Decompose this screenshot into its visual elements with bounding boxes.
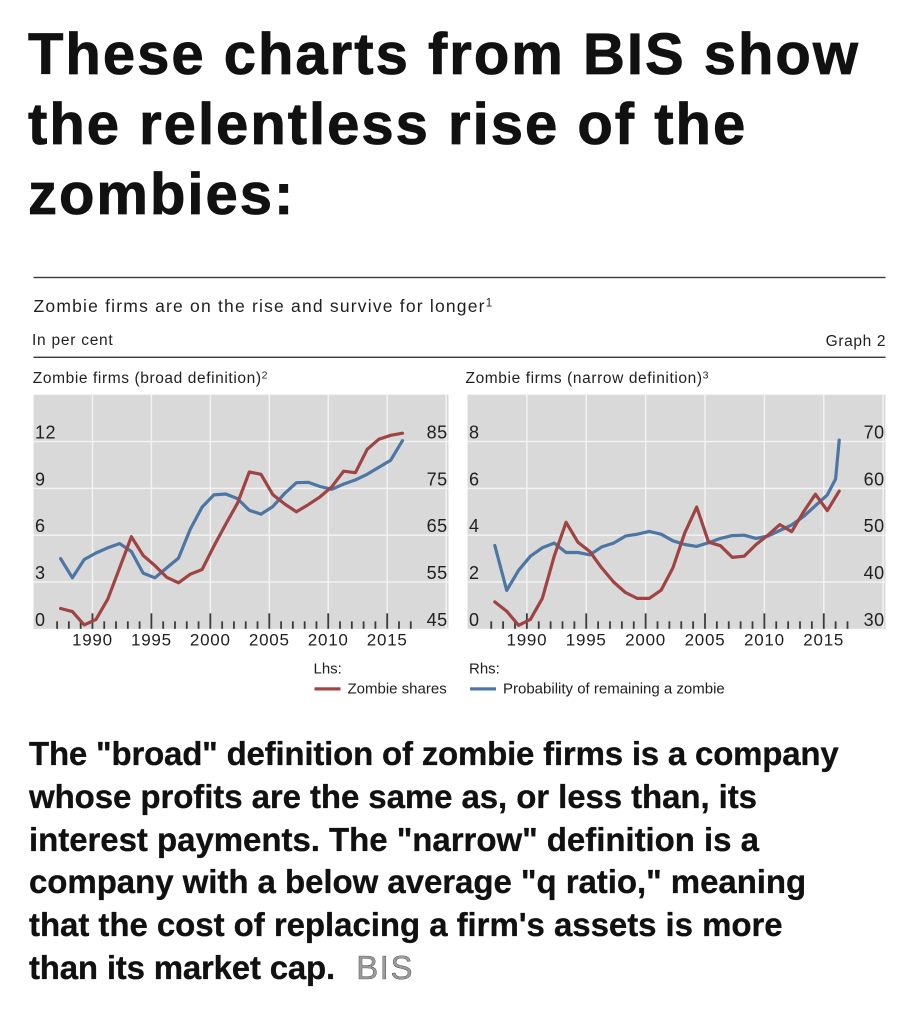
svg-text:2015: 2015	[367, 631, 408, 650]
svg-text:Zombie shares: Zombie shares	[348, 681, 447, 698]
svg-text:Probability of remaining a zom: Probability of remaining a zombie	[503, 681, 725, 698]
svg-text:85: 85	[427, 423, 448, 443]
svg-text:1995: 1995	[566, 631, 607, 650]
svg-text:Rhs:: Rhs:	[469, 661, 500, 678]
svg-text:2005: 2005	[249, 631, 290, 650]
svg-text:Zombie firms (broad definition: Zombie firms (broad definition)2	[33, 370, 268, 388]
svg-text:Lhs:: Lhs:	[314, 661, 342, 678]
svg-text:Zombie firms are on the rise a: Zombie firms are on the rise and survive…	[34, 296, 494, 316]
svg-text:0: 0	[35, 610, 46, 630]
svg-text:6: 6	[35, 516, 46, 536]
svg-text:55: 55	[427, 563, 448, 583]
svg-text:0: 0	[469, 610, 480, 630]
svg-text:40: 40	[864, 563, 885, 583]
svg-text:1995: 1995	[131, 631, 172, 650]
svg-text:3: 3	[35, 563, 46, 583]
svg-text:In per cent: In per cent	[32, 332, 114, 349]
svg-text:1990: 1990	[506, 631, 547, 650]
svg-text:2015: 2015	[803, 631, 844, 650]
svg-text:6: 6	[469, 469, 480, 489]
svg-text:2: 2	[469, 563, 480, 583]
svg-text:2000: 2000	[625, 631, 666, 650]
svg-text:1990: 1990	[72, 631, 113, 650]
svg-text:9: 9	[35, 469, 46, 489]
svg-text:12: 12	[35, 423, 56, 443]
svg-text:Zombie firms (narrow definitio: Zombie firms (narrow definition)3	[466, 370, 710, 388]
svg-text:8: 8	[469, 423, 480, 443]
svg-text:2000: 2000	[190, 631, 231, 650]
svg-text:Graph 2: Graph 2	[826, 333, 887, 350]
svg-text:30: 30	[864, 610, 885, 630]
svg-text:2010: 2010	[308, 631, 349, 650]
svg-text:50: 50	[864, 516, 885, 536]
svg-text:4: 4	[469, 516, 480, 536]
svg-text:70: 70	[864, 423, 885, 443]
svg-text:2005: 2005	[685, 631, 726, 650]
svg-text:75: 75	[427, 469, 448, 489]
svg-text:65: 65	[427, 516, 448, 536]
svg-text:60: 60	[864, 469, 885, 489]
svg-text:45: 45	[427, 610, 448, 630]
svg-text:2010: 2010	[744, 631, 785, 650]
